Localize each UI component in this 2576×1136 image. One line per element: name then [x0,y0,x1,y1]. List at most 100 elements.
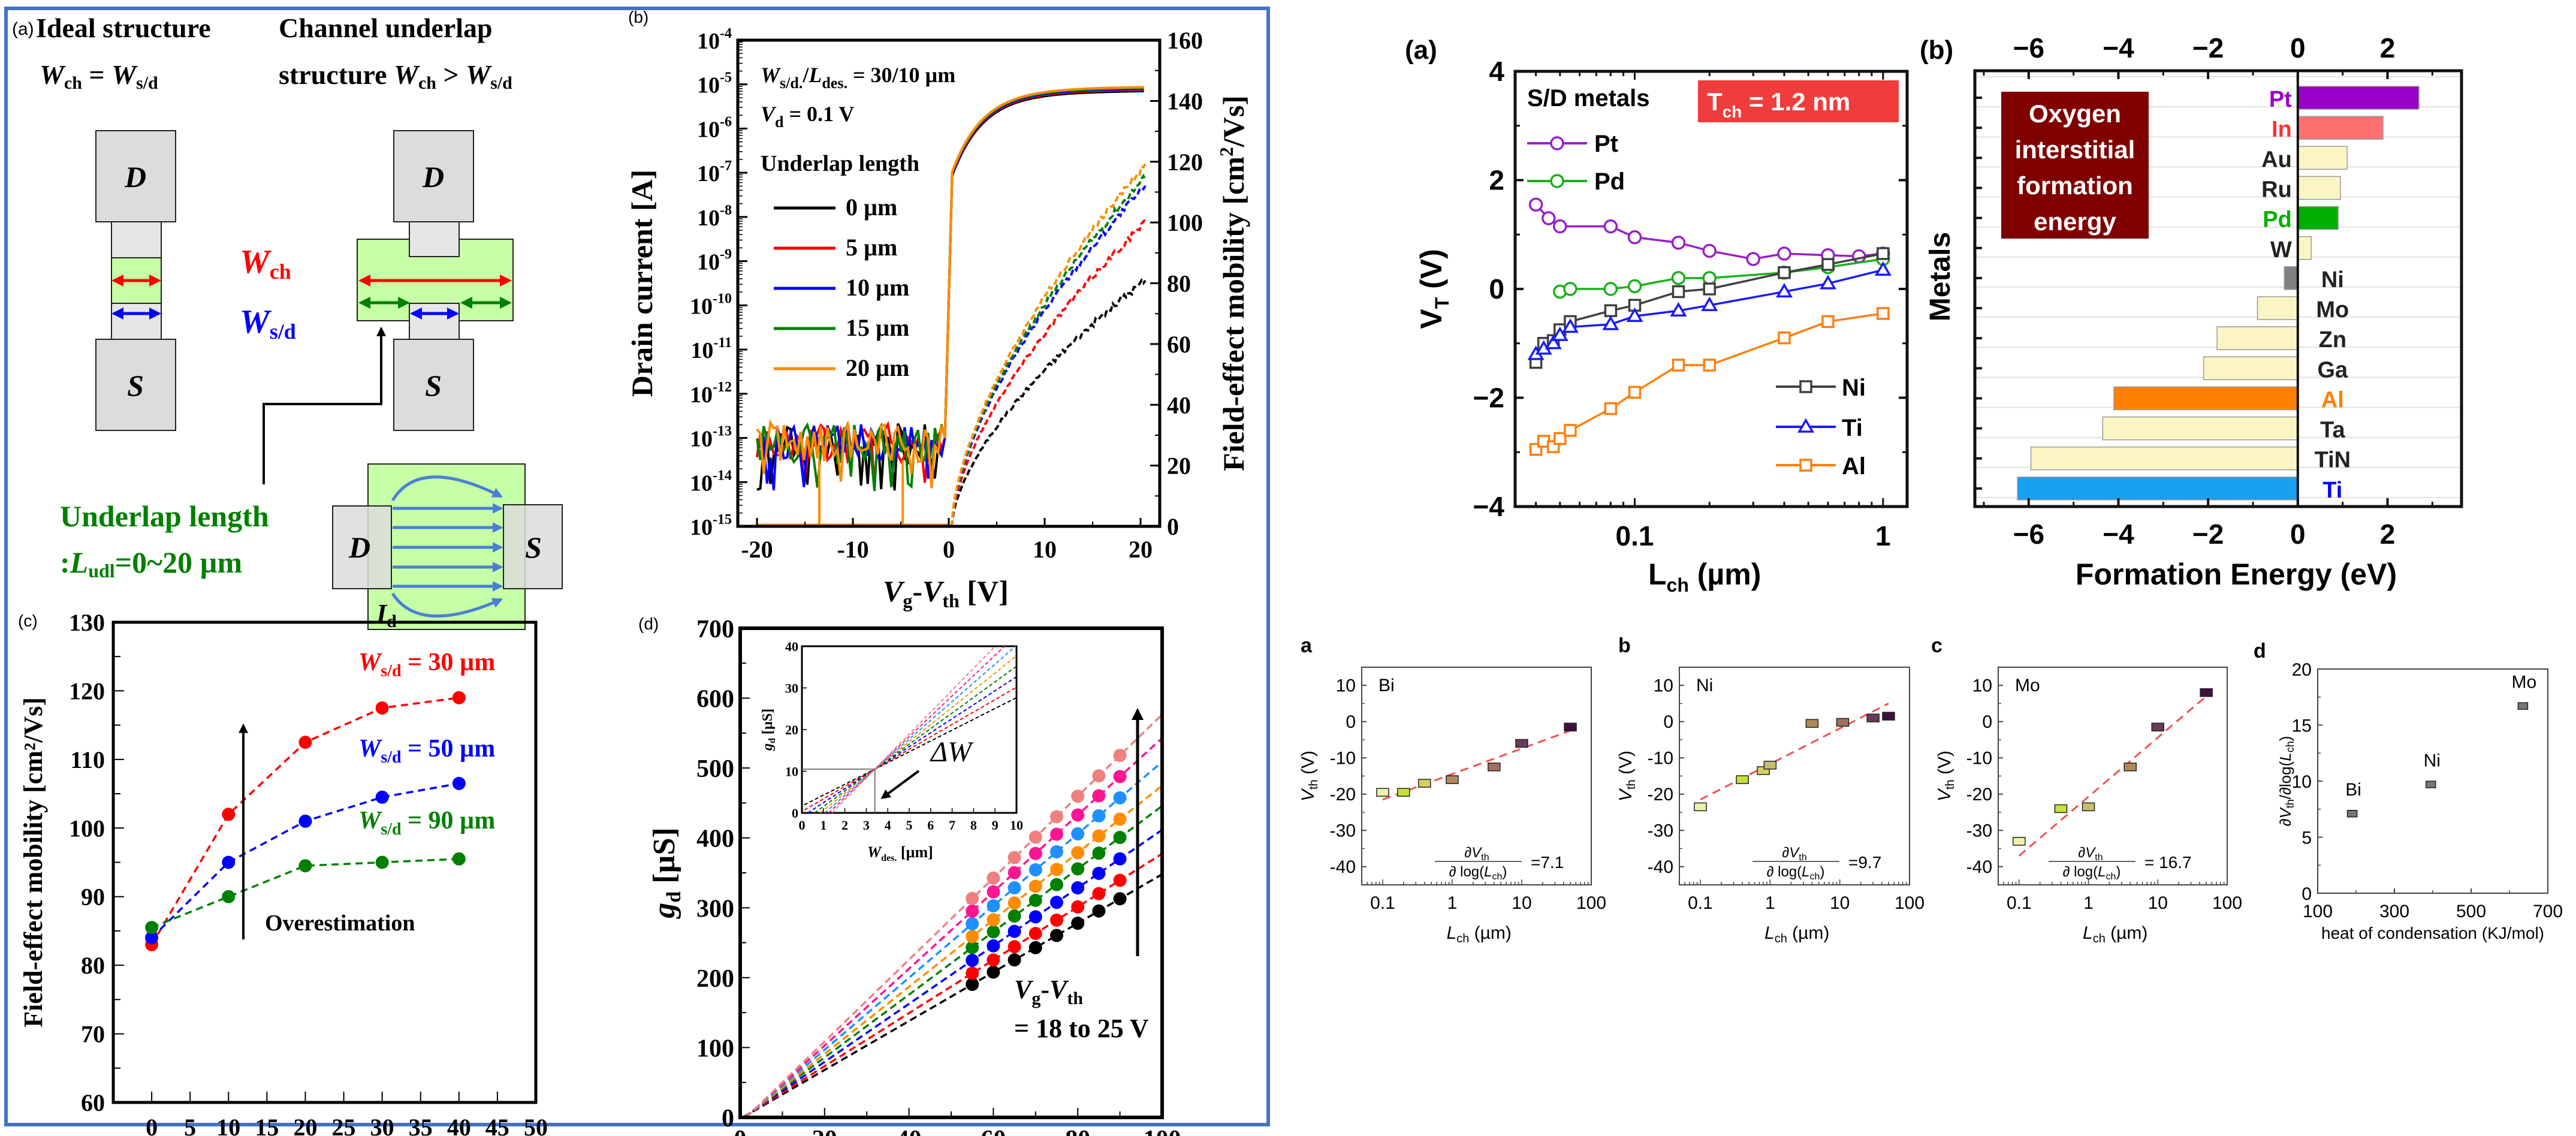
legend-box-text: energy [2034,207,2116,236]
inset-crosshair [802,769,876,813]
small-data-point [2123,763,2137,772]
ytick-exp: -8 [720,203,732,218]
ylabel-ra-sub: T [1431,297,1453,309]
xtick-label-c: 0 [146,1114,158,1136]
delta-w-label: ΔW [930,736,974,768]
legend-label-ra: Pt [1594,131,1618,157]
bar-label-rb: Ni [2321,267,2344,293]
annotation-w-l-part: W [761,63,782,87]
xlabel-ra-part: ch [1667,574,1689,596]
slope-v: V [1789,845,1800,861]
small-plot-frame [1998,667,2228,885]
small-xtick-label: 500 [2456,902,2486,921]
small-panel-label: c [1931,634,1942,657]
data-point-d [1092,866,1106,880]
ytick-exp: -6 [720,114,732,129]
plot-rb-frame [1973,69,2463,508]
underlap-drain-neck [409,221,460,257]
annotation-vd-part: d [775,113,784,131]
bar-label-rb: In [2272,117,2292,142]
ytick-label-b: 10-4 [697,26,732,54]
range-sub: udl [88,560,115,581]
data-point-d [1071,790,1085,803]
data-point-c [452,691,466,704]
yl-mid: /∂log( [2276,761,2294,799]
structure-word: structure [279,59,394,90]
small-d-point-label: Mo [2512,673,2537,692]
flow-source-label: S [525,531,542,564]
ytick-base: 10 [690,427,713,452]
inset-ytick-label: 10 [785,764,798,779]
data-point-d [1008,940,1021,954]
data-point-d [1008,851,1021,864]
ideal-drain-label: D [124,160,146,194]
legend-marker-ra [1799,380,1812,393]
small-data-point [1836,718,1850,727]
ylabel-b: Drain current [A] [625,170,659,397]
xtick-label-c: 15 [255,1114,279,1136]
small-ytick-label: 10 [1336,676,1356,695]
inset-xtick-label: 10 [1010,818,1023,833]
annotation-vd-part: V [761,102,777,126]
xtick-label-d: 0 [734,1126,747,1136]
xtick-label-rb: 2 [2380,519,2396,550]
bar-rb [2284,266,2299,290]
eq-w1: W [40,59,66,90]
small-fit-line [1382,730,1571,801]
series-label-c-part: W [358,807,382,834]
ytick-right-label-b: 0 [1167,513,1179,540]
data-point-c [298,859,312,873]
plot-b-curves [756,86,1147,526]
inset-xtick-label: 8 [970,818,977,833]
bar-rb [2297,86,2420,110]
bar-label-rb: Pt [2269,87,2292,112]
xtick-label-c: 10 [216,1114,240,1136]
data-point-d [966,966,979,980]
data-point-d [1071,846,1085,860]
xlabel-ra-part: (µm) [1689,558,1761,591]
xlabel-b-part: - [912,574,922,608]
data-point-d [1008,866,1021,879]
ytick-label-c: 70 [81,1021,105,1048]
small-xlabel-sub: ch [1775,932,1787,945]
ytick-label-b: 10-10 [690,291,732,319]
bar-rb [2297,236,2312,260]
wch-sub: ch [270,260,291,284]
data-point-ra [1777,246,1791,261]
data-point-c [298,736,312,749]
data-point-d [966,930,979,944]
ideal-drain-neck [111,221,162,258]
ytick-exp: -10 [713,291,732,306]
bar-label-rb: Ga [2317,357,2348,382]
inset-ytick-label: 0 [792,806,798,821]
slope-den-sub: ch [1492,872,1503,882]
metal-label: Mo [2015,676,2040,695]
inset-xtick-label: 7 [949,818,955,833]
xlabel-rb: Formation Energy (eV) [2076,558,2397,591]
small-xtick-label: 1 [1447,893,1458,913]
data-point-d [1028,879,1042,893]
ylabel-unit: [µS] [647,827,681,891]
range-value: =0~20 µm [115,546,242,579]
xtick-label-b: -10 [837,536,868,563]
ytick-right-label-b: 20 [1167,453,1191,480]
small-ylabel: Vth (V) [1298,751,1320,801]
panel-a-schematic: (a) Ideal structure Wch = Ws/d Channel u… [12,13,563,631]
legend-label-b: 0 µm [846,194,897,221]
data-point-ra [1604,402,1618,415]
ytick-label-c: 120 [69,677,105,704]
wch-w: W [240,243,272,281]
small-panel-label: b [1618,634,1631,657]
data-point-d [1008,909,1021,923]
inset-curves [802,646,1016,813]
ideal-source-pad [95,339,176,431]
small-xtick-label: 0.1 [1688,893,1713,913]
wsd-w: W [240,303,272,341]
wsd-sub: s/d [270,320,296,343]
data-point-ra [1702,271,1717,285]
legend-marker-ra [1797,418,1815,433]
xtick-label-b: 20 [1129,536,1153,563]
flow-drain-pad [332,505,392,589]
data-point-ra [1672,285,1685,299]
underlap-source-neck [409,303,460,340]
